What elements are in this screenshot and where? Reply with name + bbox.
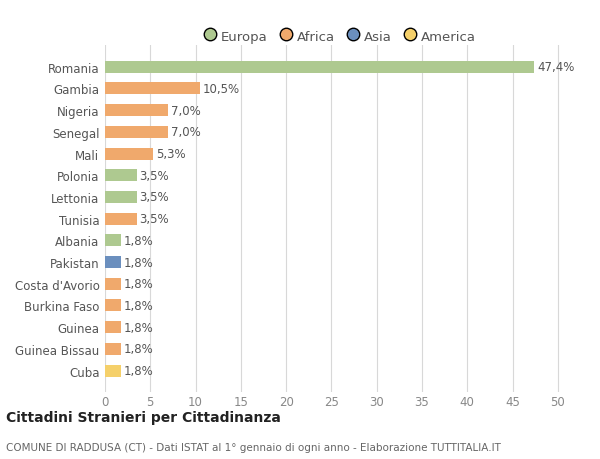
Bar: [105, 191, 137, 203]
Text: 1,8%: 1,8%: [124, 299, 154, 312]
Bar: [105, 83, 200, 95]
Bar: [105, 235, 121, 247]
Text: 7,0%: 7,0%: [171, 105, 201, 118]
Text: 1,8%: 1,8%: [124, 321, 154, 334]
Text: 1,8%: 1,8%: [124, 364, 154, 377]
Text: COMUNE DI RADDUSA (CT) - Dati ISTAT al 1° gennaio di ogni anno - Elaborazione TU: COMUNE DI RADDUSA (CT) - Dati ISTAT al 1…: [6, 442, 501, 452]
Legend: Europa, Africa, Asia, America: Europa, Africa, Asia, America: [200, 25, 481, 49]
Text: 1,8%: 1,8%: [124, 256, 154, 269]
Bar: [105, 127, 169, 139]
Bar: [105, 257, 121, 269]
Bar: [105, 213, 137, 225]
Bar: [105, 321, 121, 333]
Text: Cittadini Stranieri per Cittadinanza: Cittadini Stranieri per Cittadinanza: [6, 411, 281, 425]
Text: 5,3%: 5,3%: [156, 148, 185, 161]
Bar: [105, 62, 535, 73]
Bar: [105, 105, 169, 117]
Text: 1,8%: 1,8%: [124, 235, 154, 247]
Bar: [105, 300, 121, 312]
Text: 3,5%: 3,5%: [139, 191, 169, 204]
Text: 3,5%: 3,5%: [139, 169, 169, 182]
Text: 1,8%: 1,8%: [124, 278, 154, 291]
Text: 1,8%: 1,8%: [124, 342, 154, 356]
Bar: [105, 148, 153, 160]
Bar: [105, 365, 121, 377]
Text: 47,4%: 47,4%: [537, 61, 574, 74]
Bar: [105, 170, 137, 182]
Text: 10,5%: 10,5%: [203, 83, 240, 96]
Bar: [105, 343, 121, 355]
Text: 7,0%: 7,0%: [171, 126, 201, 139]
Text: 3,5%: 3,5%: [139, 213, 169, 226]
Bar: [105, 278, 121, 290]
